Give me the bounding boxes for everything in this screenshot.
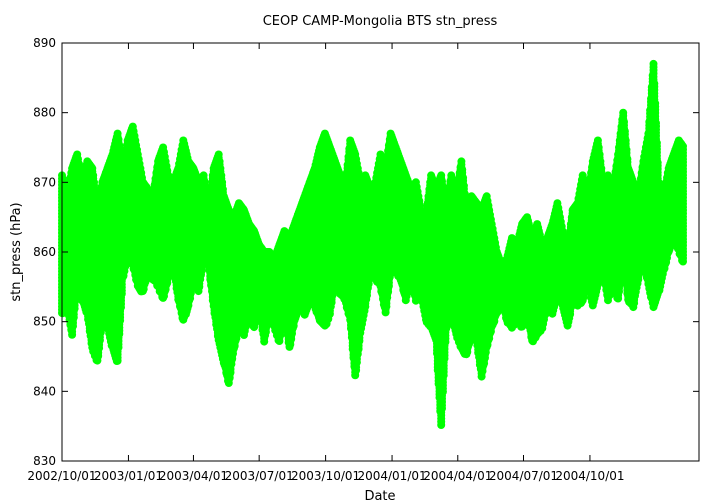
data-point — [95, 344, 104, 353]
data-point — [117, 289, 126, 298]
points-layer — [58, 59, 687, 429]
data-point — [113, 356, 122, 365]
data-point — [95, 336, 104, 345]
data-point — [69, 313, 78, 322]
data-point — [70, 304, 79, 313]
data-point — [117, 303, 125, 312]
data-point — [69, 322, 77, 331]
data-point — [94, 352, 103, 360]
data-point — [115, 330, 124, 338]
data-point — [114, 343, 123, 352]
data-point — [68, 330, 77, 339]
data-point — [116, 316, 125, 325]
